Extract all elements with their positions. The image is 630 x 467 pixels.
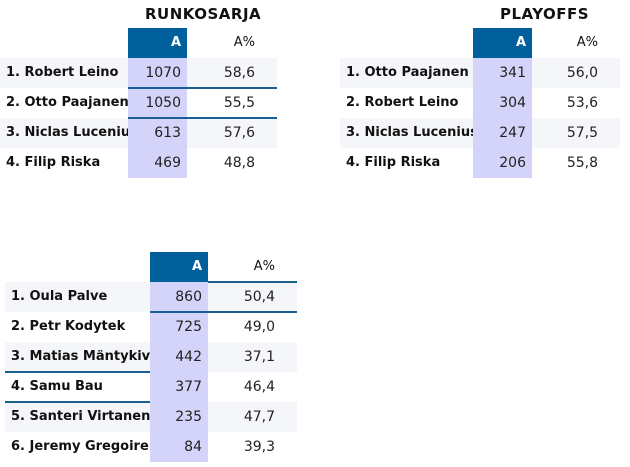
table-row: 2. Robert Leino 304 53,6: [340, 88, 620, 118]
table-row: 1. Oula Palve 860 50,4: [5, 282, 297, 312]
player-name: 4. Samu Bau: [11, 372, 103, 402]
table-row: 3. Niclas Lucenius 613 57,6: [0, 118, 277, 148]
table-header: A A%: [5, 252, 297, 282]
value-pct: 55,8: [566, 155, 598, 171]
player-name: 2. Robert Leino: [346, 88, 458, 118]
divider-line: [5, 371, 150, 373]
player-name-text: 6. Jeremy Gregoire: [11, 439, 149, 454]
value-pct: 48,8: [223, 155, 255, 171]
player-name-text: 5. Santeri Virtanen: [11, 409, 151, 424]
player-name: 1. Robert Leino: [6, 58, 118, 88]
player-name-text: 4. Filip Riska: [6, 155, 101, 170]
player-name: 4. Filip Riska: [346, 148, 440, 178]
player-name: 2. Petr Kodytek: [11, 312, 125, 342]
table-row: 5. Santeri Virtanen+ 235 47,7: [5, 402, 297, 432]
value-a: 304: [473, 88, 532, 118]
player-name-text: 1. Oula Palve: [11, 289, 108, 304]
value-a: 1070: [128, 58, 187, 88]
value-pct: 47,7: [243, 409, 275, 425]
table-row: 2. Otto Paajanen 1050 55,5: [0, 88, 277, 118]
player-name: 2. Otto Paajanen: [6, 88, 129, 118]
value-a: 613: [128, 118, 187, 148]
player-name-text: 4. Filip Riska: [346, 155, 441, 170]
player-name-text: 3. Matias Mäntykivi: [11, 349, 155, 364]
player-name-text: 2. Otto Paajanen: [6, 95, 129, 110]
player-name-text: 2. Robert Leino: [346, 95, 459, 110]
column-header-a: A: [128, 28, 187, 58]
divider-line: [128, 87, 277, 89]
table-row: 3. Matias Mäntykivi 442 37,1: [5, 342, 297, 372]
player-name-text: 4. Samu Bau: [11, 379, 103, 394]
value-a: 341: [473, 58, 532, 88]
value-pct: 39,3: [243, 439, 275, 455]
table-title-playoffs: PLAYOFFS: [500, 5, 590, 23]
value-pct: 49,0: [243, 319, 275, 335]
table-row: 2. Petr Kodytek 725 49,0: [5, 312, 297, 342]
player-name: 5. Santeri Virtanen+: [11, 402, 161, 432]
table-row: 4. Samu Bau 377 46,4: [5, 372, 297, 402]
player-name: 1. Otto Paajanen: [346, 58, 469, 88]
table-title-runkosarja: RUNKOSARJA: [145, 5, 262, 23]
player-name: 1. Oula Palve: [11, 282, 107, 312]
table-row: 3. Niclas Lucenius 247 57,5: [340, 118, 620, 148]
column-header-a: A: [150, 252, 208, 282]
player-name-text: 1. Otto Paajanen: [346, 65, 469, 80]
player-name-text: 1. Robert Leino: [6, 65, 119, 80]
table-row: 6. Jeremy Gregoire 84 39,3: [5, 432, 297, 462]
value-a: 206: [473, 148, 532, 178]
column-header-pct: A%: [253, 259, 275, 274]
value-a: 469: [128, 148, 187, 178]
value-pct: 53,6: [566, 95, 598, 111]
value-a: 247: [473, 118, 532, 148]
table-row: 1. Robert Leino 1070 58,6: [0, 58, 277, 88]
value-pct: 50,4: [243, 289, 275, 305]
value-a: 84: [150, 432, 208, 462]
playoffs-table: A A% 1. Otto Paajanen 341 56,0 2. Robert…: [340, 28, 620, 178]
value-a: 442: [150, 342, 208, 372]
value-a: 377: [150, 372, 208, 402]
value-a: 1050: [128, 88, 187, 118]
column-header-pct: A%: [576, 35, 598, 50]
table-header: A A%: [340, 28, 620, 58]
third-table: A A% 1. Oula Palve 860 50,4 2. Petr Kody…: [5, 252, 297, 462]
player-name: 3. Niclas Lucenius: [346, 118, 478, 148]
player-name: 4. Filip Riska: [6, 148, 100, 178]
divider-line: [150, 311, 297, 313]
value-a: 860: [150, 282, 208, 312]
column-header-a: A: [473, 28, 532, 58]
value-pct: 46,4: [243, 379, 275, 395]
runkosarja-table: A A% 1. Robert Leino 1070 58,6 2. Otto P…: [0, 28, 277, 178]
player-name-text: 3. Niclas Lucenius: [6, 125, 138, 140]
value-pct: 56,0: [566, 65, 598, 81]
player-name: 6. Jeremy Gregoire: [11, 432, 149, 462]
player-name: 3. Niclas Lucenius: [6, 118, 138, 148]
divider-line: [5, 401, 150, 403]
value-pct: 57,5: [566, 125, 598, 141]
table-header: A A%: [0, 28, 277, 58]
table-row: 4. Filip Riska 206 55,8: [340, 148, 620, 178]
table-row: 4. Filip Riska 469 48,8: [0, 148, 277, 178]
value-pct: 55,5: [223, 95, 255, 111]
player-name-text: 2. Petr Kodytek: [11, 319, 126, 334]
value-a: 235: [150, 402, 208, 432]
divider-line: [208, 281, 297, 283]
player-name-text: 3. Niclas Lucenius: [346, 125, 478, 140]
value-pct: 57,6: [223, 125, 255, 141]
column-header-pct: A%: [233, 35, 255, 50]
value-pct: 58,6: [223, 65, 255, 81]
divider-line: [128, 117, 277, 119]
value-pct: 37,1: [243, 349, 275, 365]
player-name: 3. Matias Mäntykivi: [11, 342, 155, 372]
table-row: 1. Otto Paajanen 341 56,0: [340, 58, 620, 88]
value-a: 725: [150, 312, 208, 342]
